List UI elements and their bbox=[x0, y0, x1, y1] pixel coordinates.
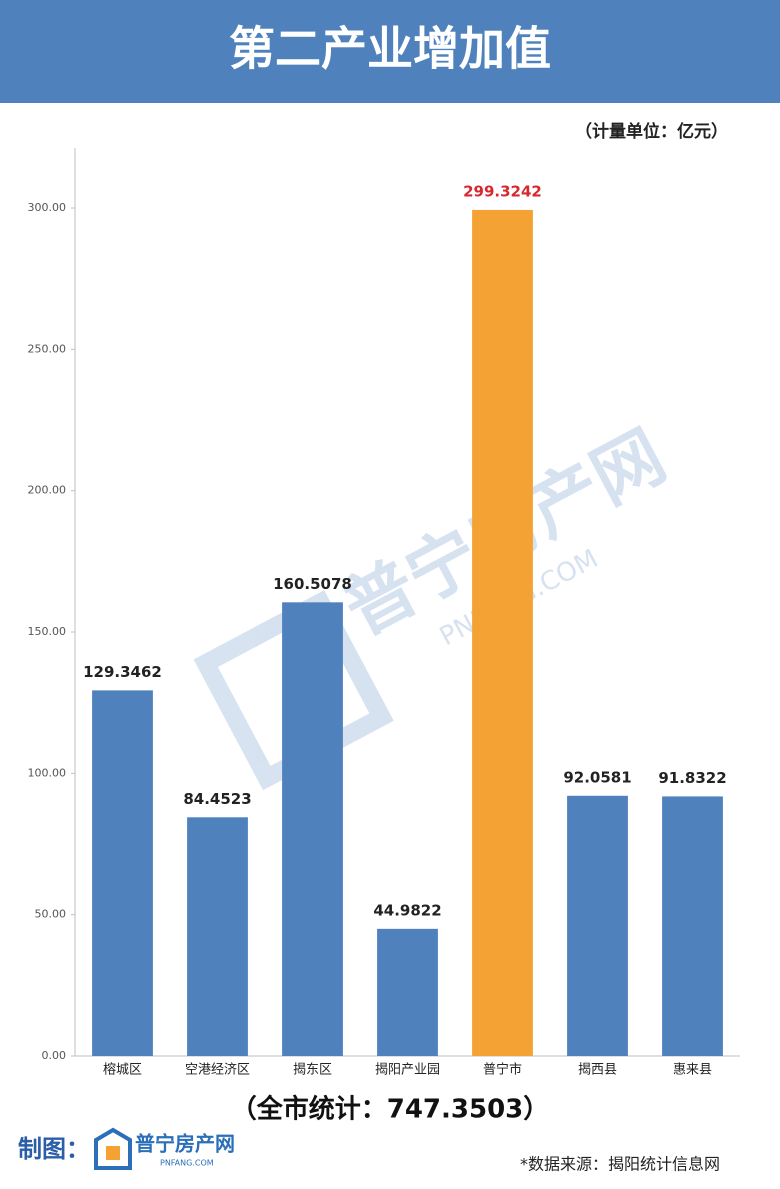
y-tick-label: 50.00 bbox=[35, 908, 67, 921]
logo-name: 普宁房产网 bbox=[135, 1132, 235, 1156]
x-tick-label: 揭阳产业园 bbox=[375, 1063, 440, 1078]
bar bbox=[567, 795, 628, 1056]
maker-label: 制图： bbox=[18, 1135, 90, 1163]
bar bbox=[662, 796, 723, 1056]
value-label: 129.3462 bbox=[83, 663, 162, 681]
source-label: *数据来源：揭阳统计信息网 bbox=[520, 1155, 720, 1174]
x-tick-label: 普宁市 bbox=[483, 1062, 522, 1078]
y-tick-label: 150.00 bbox=[28, 625, 67, 638]
watermark: 普宁房产网 PNFANG.COM bbox=[193, 414, 678, 791]
logo-icon bbox=[94, 1127, 132, 1170]
value-label: 299.3242 bbox=[463, 182, 542, 200]
logo-site: PNFANG.COM bbox=[160, 1159, 214, 1168]
bar bbox=[92, 690, 153, 1056]
bar bbox=[282, 602, 343, 1056]
logo-icon-door bbox=[106, 1146, 120, 1160]
value-label: 160.5078 bbox=[273, 575, 352, 593]
value-label: 84.4523 bbox=[183, 790, 251, 808]
y-tick-label: 200.00 bbox=[28, 484, 67, 497]
unit-label: （计量单位：亿元） bbox=[575, 121, 728, 142]
x-tick-label: 榕城区 bbox=[103, 1063, 142, 1078]
total-label: （全市统计：747.3503） bbox=[231, 1094, 550, 1125]
bar bbox=[377, 928, 438, 1056]
y-tick-label: 300.00 bbox=[28, 201, 67, 214]
value-label: 91.8322 bbox=[658, 769, 726, 787]
chart-title: 第二产业增加值 bbox=[229, 22, 551, 76]
bar bbox=[187, 817, 248, 1056]
bar bbox=[472, 209, 533, 1057]
x-tick-label: 揭东区 bbox=[293, 1063, 332, 1078]
y-tick-label: 250.00 bbox=[28, 342, 67, 355]
value-label: 44.9822 bbox=[373, 901, 441, 919]
x-tick-label: 揭西县 bbox=[578, 1063, 617, 1078]
y-tick-label: 100.00 bbox=[28, 766, 67, 779]
header-band bbox=[0, 0, 780, 103]
y-tick-label: 0.00 bbox=[42, 1049, 67, 1062]
logo: 普宁房产网 PNFANG.COM bbox=[94, 1127, 235, 1170]
x-tick-label: 惠来县 bbox=[673, 1063, 712, 1078]
value-label: 92.0581 bbox=[563, 768, 631, 786]
x-tick-label: 空港经济区 bbox=[185, 1063, 250, 1078]
